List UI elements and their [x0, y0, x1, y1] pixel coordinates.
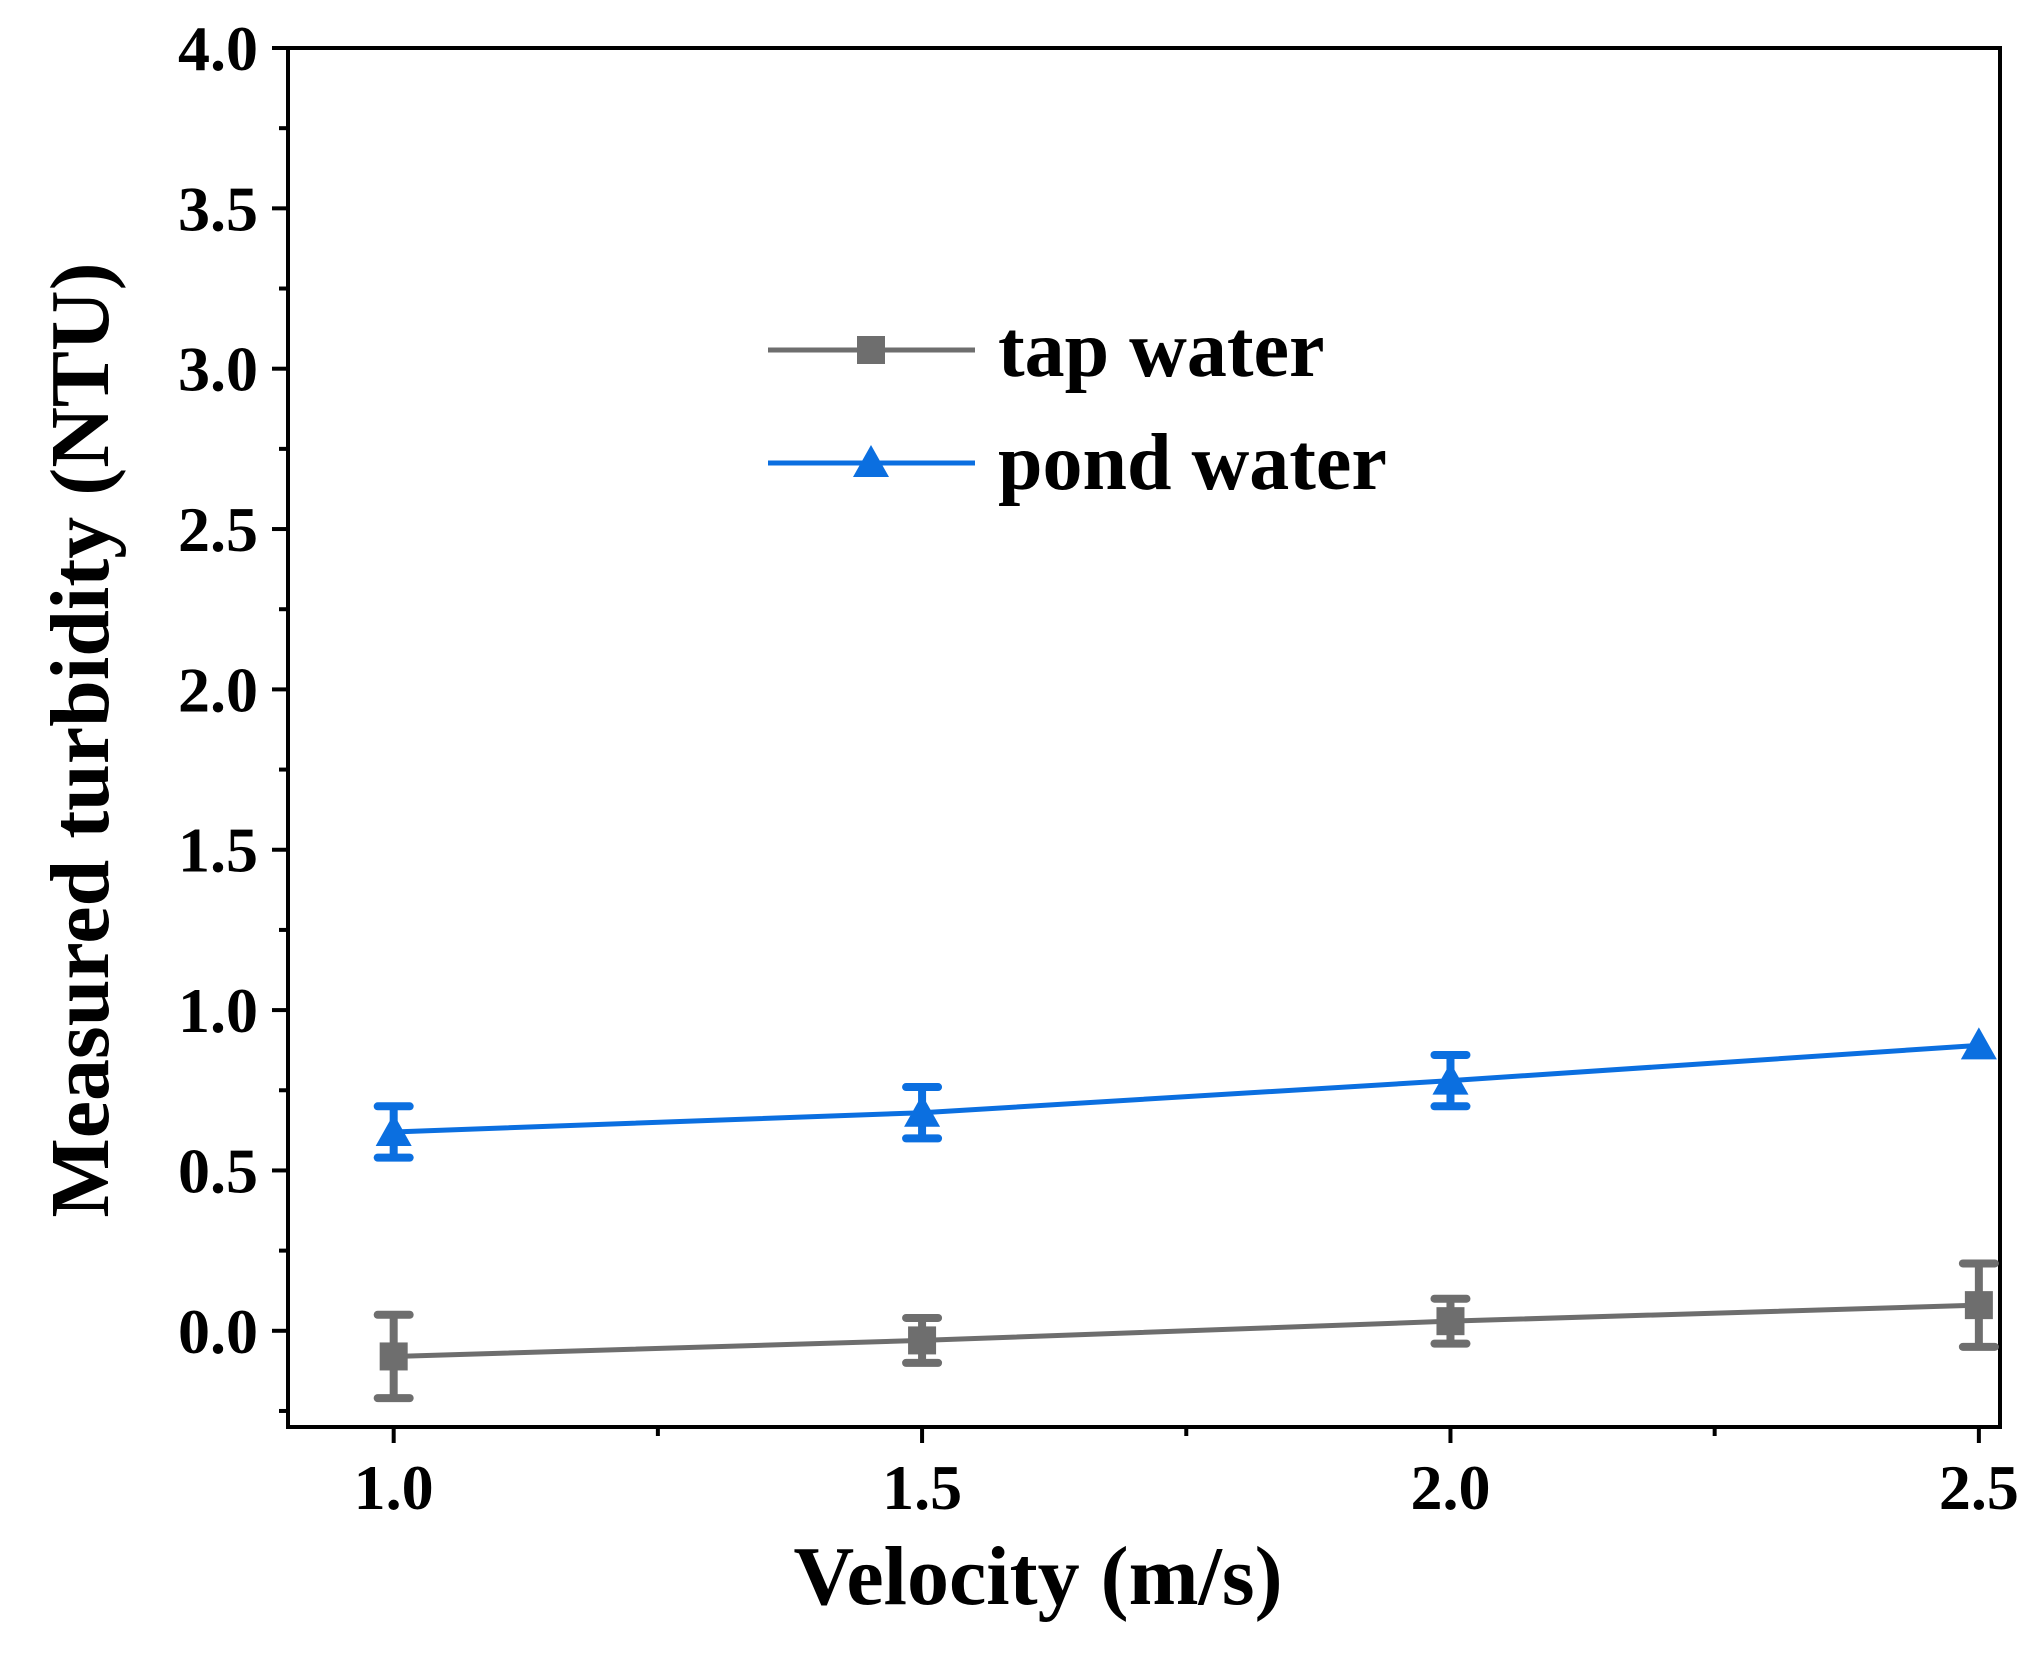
series-layer [373, 1027, 1999, 1403]
x-tick-label: 2.0 [1410, 1452, 1490, 1523]
data-point [908, 1326, 937, 1355]
legend-marker [853, 445, 889, 477]
plot-frame [286, 46, 2002, 1429]
y-tick-label: 4.0 [178, 13, 258, 84]
y-tick-label: 2.0 [178, 654, 258, 725]
data-point [904, 1094, 941, 1127]
y-tick-label: 0.0 [178, 1296, 258, 1367]
series-line [393, 1302, 1979, 1359]
y-tick-label: 3.5 [178, 173, 258, 244]
ticks-layer: 0.0 0.5 1.0 1.5 2.0 2.5 3.0 3.5 4.0 1.0 1.5 2.0 2.5 [178, 13, 2019, 1523]
data-point [1960, 1027, 1997, 1060]
series-line [393, 1042, 1980, 1135]
data-point [379, 1342, 408, 1371]
x-tick-label: 1.0 [354, 1452, 434, 1523]
y-tick-label: 1.5 [178, 815, 258, 886]
legend-label: tap water [998, 306, 1325, 394]
x-axis-title: Velocity (m/s) [793, 1530, 1282, 1623]
legend: tap water pond water [768, 306, 1387, 507]
data-point [375, 1113, 412, 1146]
data-point [1436, 1307, 1465, 1336]
y-tick-label: 1.0 [178, 975, 258, 1046]
data-point [1432, 1062, 1469, 1095]
series-tap-water [373, 1259, 1999, 1403]
x-tick-label: 1.5 [882, 1452, 962, 1523]
data-point [1964, 1291, 1993, 1320]
x-tick-label: 2.5 [1939, 1452, 2019, 1523]
series-pond-water [373, 1027, 1997, 1162]
plot-frame-layer [286, 46, 2002, 1429]
y-tick-label: 3.0 [178, 334, 258, 405]
y-tick-label: 0.5 [178, 1135, 258, 1206]
legend-label: pond water [998, 419, 1387, 507]
y-tick-label: 2.5 [178, 494, 258, 565]
y-axis-title: Measured turbidity (NTU) [34, 262, 127, 1217]
legend-marker [857, 336, 885, 364]
